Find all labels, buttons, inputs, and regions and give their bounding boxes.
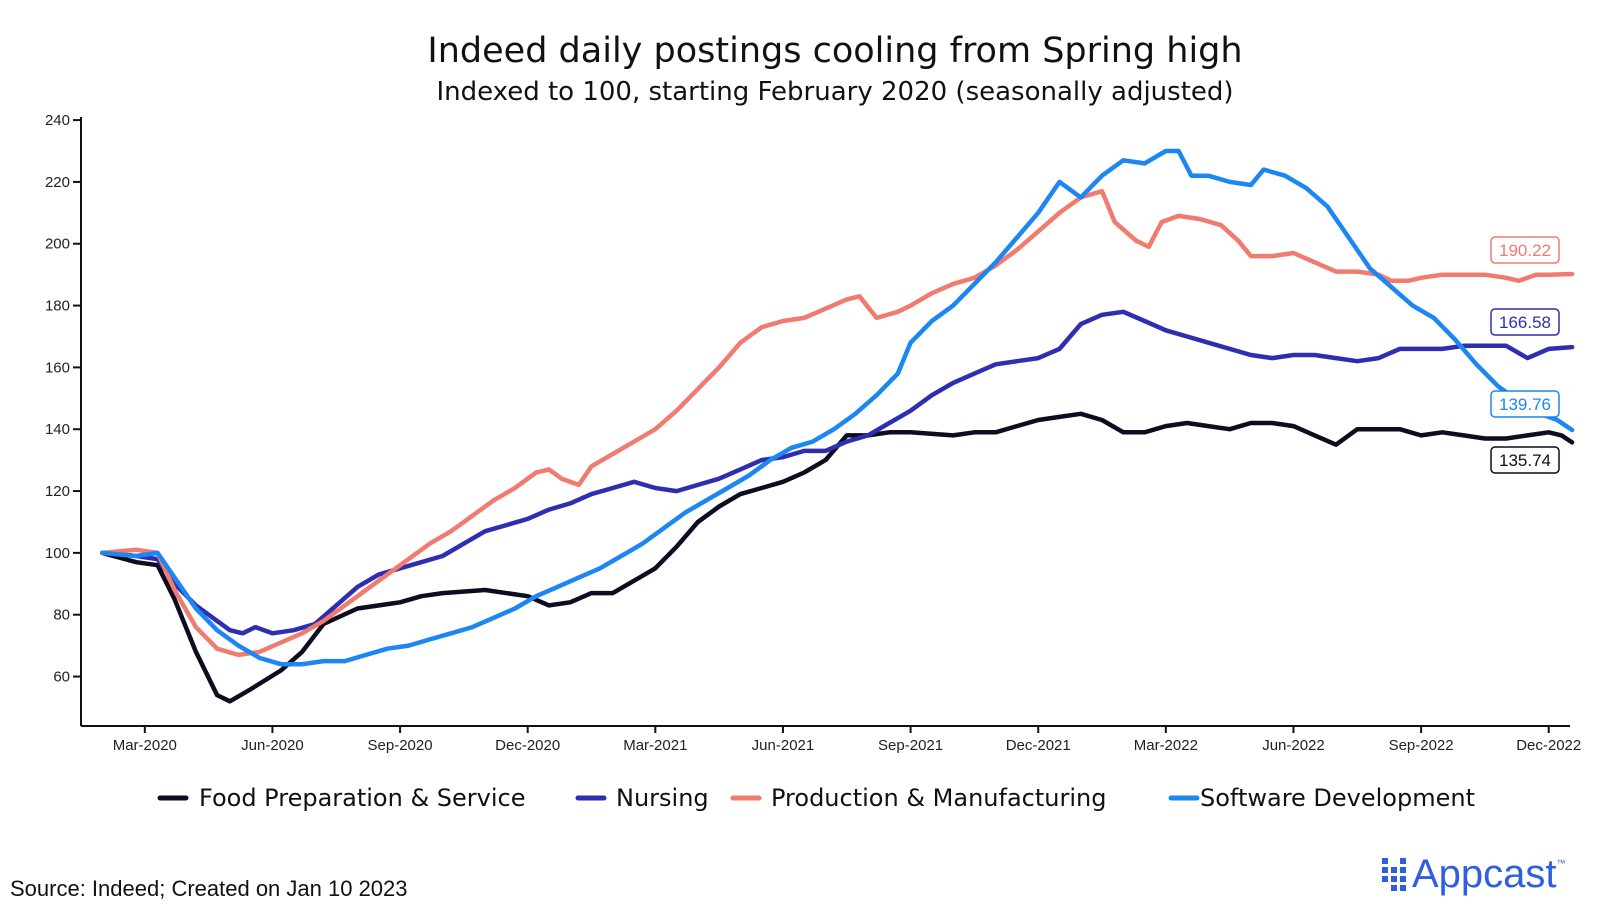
end-value-label: 139.76: [1499, 395, 1551, 414]
x-tick-label: Dec-2020: [495, 737, 560, 754]
x-tick-label: Dec-2021: [1006, 737, 1071, 754]
end-label-box: [1490, 390, 1560, 418]
y-tick-label: 240: [45, 112, 70, 129]
y-tick-label: 140: [45, 421, 70, 438]
y-tick-label: 80: [53, 607, 70, 624]
y-tick-label: 200: [45, 236, 70, 253]
series-line-nursing: [100, 309, 1575, 636]
x-tick-label: Jun-2021: [752, 737, 815, 754]
y-ticks: 60 80 100 120 140 160 180 200 220 240: [45, 112, 81, 686]
x-tick-label: Dec-2022: [1516, 737, 1581, 754]
series-line-production-and-manufacturing: [100, 188, 1575, 658]
chart-subtitle: Indexed to 100, starting February 2020 (…: [436, 77, 1233, 107]
chart-title: Indeed daily postings cooling from Sprin…: [427, 31, 1242, 71]
logo-text: Appcast: [1412, 852, 1557, 896]
y-tick-label: 160: [45, 359, 70, 376]
end-value-label: 166.58: [1499, 313, 1551, 332]
x-tick-label: Mar-2021: [623, 737, 687, 754]
x-tick-label: Mar-2020: [113, 737, 177, 754]
end-labels: 135.74 166.58 190.22 139.76: [1490, 236, 1560, 474]
series-line-food-preparation-and-service: [100, 411, 1575, 704]
source-note: Source: Indeed; Created on Jan 10 2023: [10, 876, 408, 901]
x-tick-label: Jun-2020: [241, 737, 304, 754]
x-tick-label: Sep-2022: [1389, 737, 1454, 754]
end-label-box: [1490, 236, 1560, 264]
x-tick-label: Mar-2022: [1134, 737, 1198, 754]
y-tick-label: 100: [45, 545, 70, 562]
x-tick-label: Sep-2020: [368, 737, 433, 754]
legend-label-production-and-manufacturing: Production & Manufacturing: [771, 784, 1106, 812]
appcast-logo: Appcast ™: [1382, 852, 1566, 897]
x-ticks: Mar-2020 Jun-2020 Sep-2020 Dec-2020 Mar-2021…: [113, 726, 1581, 754]
x-tick-label: Sep-2021: [878, 737, 943, 754]
x-tick-label: Jun-2022: [1262, 737, 1325, 754]
series-lines: [100, 148, 1575, 704]
y-tick-label: 120: [45, 483, 70, 500]
y-tick-label: 180: [45, 298, 70, 315]
series-line-software-development: [100, 148, 1575, 667]
legend-label-nursing: Nursing: [616, 784, 709, 812]
appcast-logo-icon: [1382, 858, 1406, 891]
logo-trademark: ™: [1556, 858, 1566, 868]
end-label-box: [1490, 446, 1560, 474]
end-label-box: [1490, 308, 1560, 336]
legend: Food Preparation & Service Nursing Product…: [157, 784, 1475, 812]
legend-label-software-development: Software Development: [1200, 784, 1475, 812]
y-tick-label: 60: [53, 669, 70, 686]
y-tick-label: 220: [45, 174, 70, 191]
legend-label-food-preparation-and-service: Food Preparation & Service: [199, 784, 526, 812]
end-value-label: 135.74: [1499, 451, 1551, 470]
end-value-label: 190.22: [1499, 241, 1551, 260]
